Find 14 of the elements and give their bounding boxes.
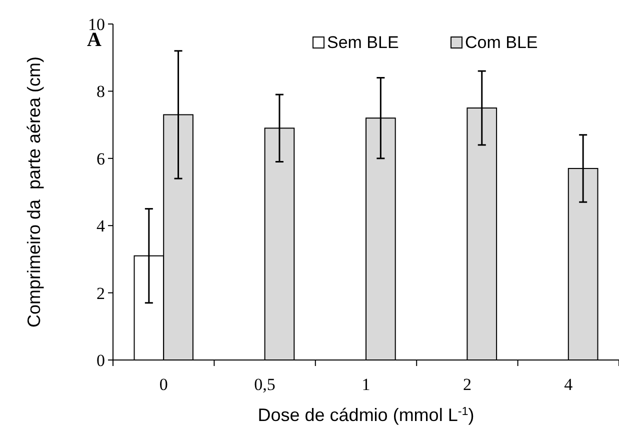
y-tick-label: 4 <box>96 216 106 236</box>
x-tick-label: 4 <box>564 375 574 394</box>
x-tick-label: 0,5 <box>254 375 276 394</box>
y-tick-label: 2 <box>96 284 105 303</box>
legend-label: Com BLE <box>465 33 538 52</box>
x-axis-title: Dose de cádmio (mmol L$^{-1}$) <box>258 404 474 425</box>
y-tick-label: 8 <box>96 82 105 102</box>
y-tick-label: 0 <box>96 350 105 370</box>
y-tick-label: 6 <box>96 149 105 168</box>
y-axis-title: Comprimeiro da parte aérea (cm) <box>24 56 44 328</box>
x-tick-label: 2 <box>462 375 472 394</box>
x-tick-label: 1 <box>362 375 370 394</box>
x-tick-label: 0 <box>159 375 168 394</box>
legend-label: Sem BLE <box>327 33 399 52</box>
